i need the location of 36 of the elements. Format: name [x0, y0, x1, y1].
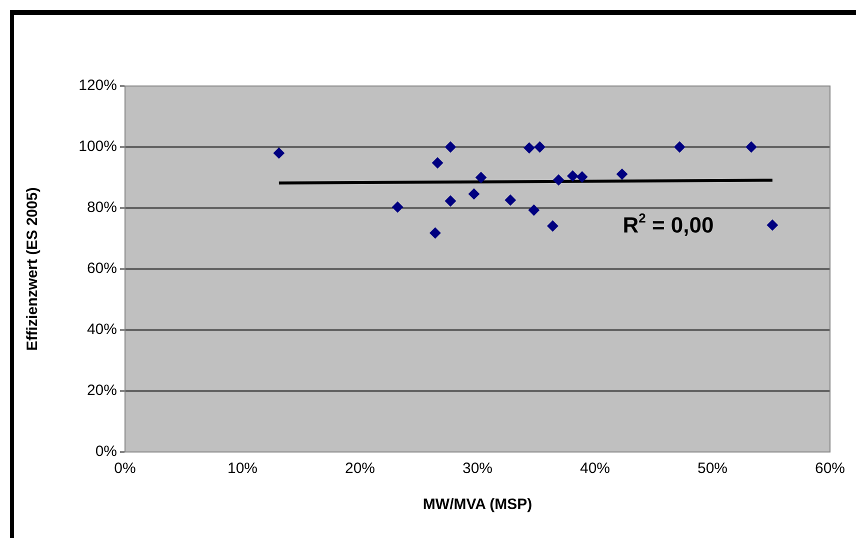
point — [444, 142, 456, 152]
x-tick-label: 10% — [227, 460, 258, 478]
point — [273, 148, 284, 159]
point — [524, 142, 535, 154]
x-tick-label: 30% — [462, 460, 493, 478]
point — [444, 195, 456, 206]
y-tick-label: 60% — [86, 260, 117, 278]
point — [746, 142, 757, 152]
y-tick-label: 40% — [86, 321, 117, 338]
point — [432, 157, 444, 168]
point — [476, 172, 487, 183]
point — [534, 142, 546, 152]
point — [528, 204, 540, 216]
point — [430, 228, 441, 239]
point — [504, 194, 516, 206]
point — [567, 170, 578, 182]
x-tick-label: 50% — [697, 460, 728, 478]
x-tick-label: 0% — [114, 460, 136, 478]
point — [392, 202, 404, 213]
y-tick-label: 0% — [95, 443, 117, 460]
point — [766, 220, 778, 231]
x-axis-title: MW/MVA (MSP) — [422, 496, 532, 514]
point — [616, 168, 628, 180]
y-tick-label: 100% — [78, 138, 117, 156]
point — [576, 171, 588, 182]
x-tick-label: 40% — [580, 460, 610, 478]
y-tick-label: 20% — [86, 382, 117, 400]
y-axis-title: Effizienzwert (ES 2005) — [24, 187, 42, 351]
point — [553, 174, 564, 186]
point — [547, 220, 558, 232]
y-tick-label: 120% — [78, 77, 117, 94]
x-tick-label: 20% — [344, 460, 376, 478]
x-tick-label: 60% — [814, 460, 846, 478]
y-tick-label: 80% — [86, 199, 117, 216]
point — [674, 142, 686, 152]
point — [468, 188, 480, 200]
